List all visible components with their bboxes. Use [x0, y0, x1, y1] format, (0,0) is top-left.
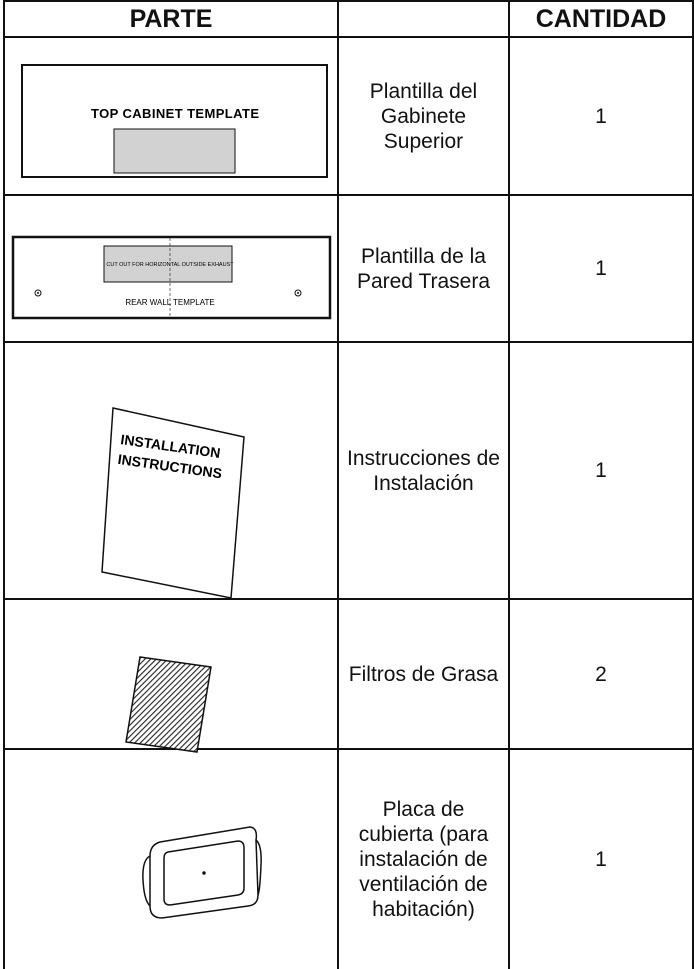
part-quantity: 2	[508, 598, 694, 750]
header-blank	[337, 0, 510, 38]
part-quantity: 1	[508, 748, 694, 969]
part-name: Plantilla del Gabinete Superior	[337, 36, 510, 196]
part-name: Filtros de Grasa	[337, 598, 510, 750]
header-row: PARTE CANTIDAD	[3, 0, 694, 38]
part-name: Instrucciones de Instalación	[337, 341, 510, 600]
part-quantity: 1	[508, 194, 694, 343]
row: Filtros de Grasa 2	[3, 598, 694, 750]
header-quantity: CANTIDAD	[508, 0, 694, 38]
parts-table: PARTE CANTIDAD Plantilla del Gabinete Su…	[3, 0, 694, 969]
row: Instrucciones de Instalación 1	[3, 341, 694, 600]
row: Plantilla de la Pared Trasera 1	[3, 194, 694, 343]
part-quantity: 1	[508, 36, 694, 196]
header-part: PARTE	[3, 0, 339, 38]
part-quantity: 1	[508, 341, 694, 600]
part-name: Plantilla de la Pared Trasera	[337, 194, 510, 343]
row: Plantilla del Gabinete Superior 1	[3, 36, 694, 196]
row: Placa de cubierta (para instalación de v…	[3, 748, 694, 969]
part-name: Placa de cubierta (para instalación de v…	[337, 748, 510, 969]
